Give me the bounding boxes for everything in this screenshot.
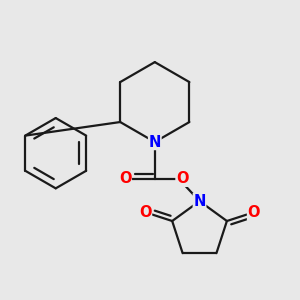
Text: O: O xyxy=(139,206,152,220)
Text: N: N xyxy=(148,134,161,149)
Text: O: O xyxy=(248,206,260,220)
Text: O: O xyxy=(176,171,188,186)
Text: O: O xyxy=(119,171,131,186)
Text: N: N xyxy=(193,194,206,208)
